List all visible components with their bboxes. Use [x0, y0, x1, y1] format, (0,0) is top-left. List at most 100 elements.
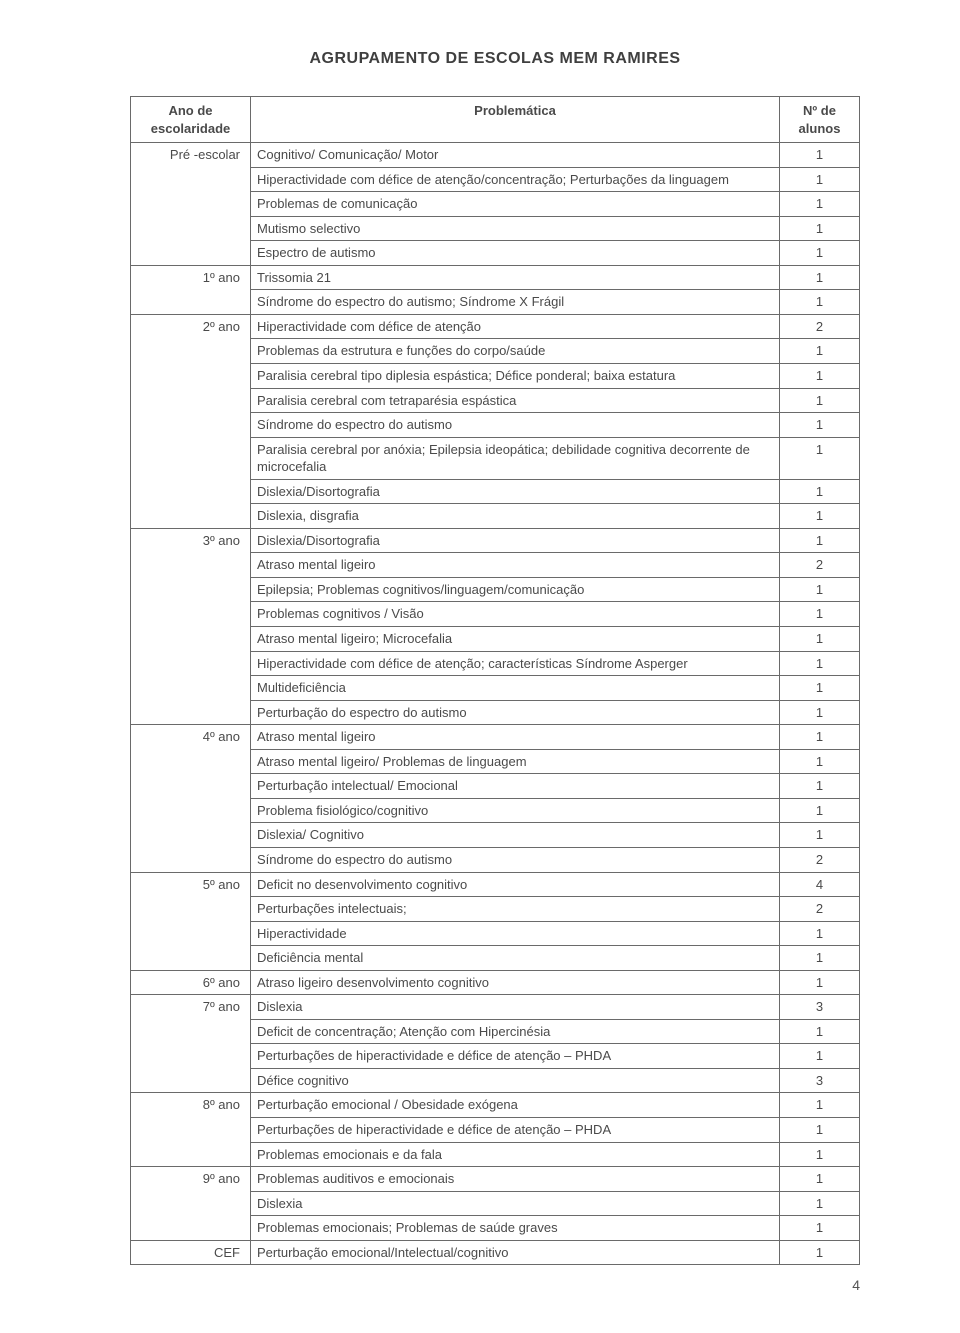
cell-year: 7º ano: [131, 995, 251, 1093]
cell-problem: Hiperactividade: [251, 921, 780, 946]
cell-count: 1: [780, 413, 860, 438]
cell-problem: Problemas cognitivos / Visão: [251, 602, 780, 627]
cell-count: 1: [780, 946, 860, 971]
cell-count: 1: [780, 265, 860, 290]
cell-problem: Dislexia/ Cognitivo: [251, 823, 780, 848]
cell-problem: Hiperactividade com défice de atenção/co…: [251, 167, 780, 192]
cell-count: 1: [780, 725, 860, 750]
cell-count: 3: [780, 995, 860, 1020]
cell-problem: Perturbações de hiperactividade e défice…: [251, 1117, 780, 1142]
col-header-count: Nº de alunos: [780, 97, 860, 143]
cell-problem: Trissomia 21: [251, 265, 780, 290]
cell-count: 1: [780, 749, 860, 774]
cell-count: 1: [780, 216, 860, 241]
cell-problem: Atraso mental ligeiro: [251, 725, 780, 750]
table-row: 3º anoDislexia/Disortografia1: [131, 528, 860, 553]
cell-problem: Dislexia: [251, 995, 780, 1020]
cell-problem: Problema fisiológico/cognitivo: [251, 798, 780, 823]
cell-problem: Dislexia: [251, 1191, 780, 1216]
cell-count: 1: [780, 676, 860, 701]
cell-problem: Mutismo selectivo: [251, 216, 780, 241]
cell-count: 1: [780, 479, 860, 504]
cell-year: 3º ano: [131, 528, 251, 724]
table-row: 4º anoAtraso mental ligeiro1: [131, 725, 860, 750]
table-row: Pré -escolarCognitivo/ Comunicação/ Moto…: [131, 143, 860, 168]
cell-count: 3: [780, 1068, 860, 1093]
cell-count: 2: [780, 847, 860, 872]
cell-count: 1: [780, 798, 860, 823]
cell-problem: Atraso mental ligeiro/ Problemas de ling…: [251, 749, 780, 774]
problems-table: Ano de escolaridade Problemática Nº de a…: [130, 96, 860, 1265]
cell-year: 1º ano: [131, 265, 251, 314]
cell-count: 1: [780, 921, 860, 946]
cell-problem: Cognitivo/ Comunicação/ Motor: [251, 143, 780, 168]
cell-count: 1: [780, 1093, 860, 1118]
cell-count: 1: [780, 143, 860, 168]
cell-year: 5º ano: [131, 872, 251, 970]
cell-count: 1: [780, 290, 860, 315]
cell-problem: Problemas emocionais; Problemas de saúde…: [251, 1216, 780, 1241]
cell-problem: Problemas emocionais e da fala: [251, 1142, 780, 1167]
cell-problem: Paralisia cerebral tipo diplesia espásti…: [251, 364, 780, 389]
cell-count: 2: [780, 897, 860, 922]
cell-problem: Perturbação do espectro do autismo: [251, 700, 780, 725]
cell-problem: Problemas da estrutura e funções do corp…: [251, 339, 780, 364]
cell-year: CEF: [131, 1240, 251, 1265]
cell-problem: Dislexia, disgrafia: [251, 504, 780, 529]
cell-problem: Paralisia cerebral por anóxia; Epilepsia…: [251, 437, 780, 479]
cell-count: 1: [780, 970, 860, 995]
cell-problem: Espectro de autismo: [251, 241, 780, 266]
cell-problem: Multideficiência: [251, 676, 780, 701]
table-row: CEFPerturbação emocional/Intelectual/cog…: [131, 1240, 860, 1265]
cell-count: 2: [780, 553, 860, 578]
table-row: 5º anoDeficit no desenvolvimento cogniti…: [131, 872, 860, 897]
table-header-row: Ano de escolaridade Problemática Nº de a…: [131, 97, 860, 143]
cell-count: 1: [780, 364, 860, 389]
cell-problem: Dislexia/Disortografia: [251, 479, 780, 504]
cell-count: 1: [780, 627, 860, 652]
cell-count: 4: [780, 872, 860, 897]
cell-problem: Atraso ligeiro desenvolvimento cognitivo: [251, 970, 780, 995]
cell-problem: Síndrome do espectro do autismo; Síndrom…: [251, 290, 780, 315]
table-row: 7º anoDislexia3: [131, 995, 860, 1020]
cell-count: 1: [780, 1019, 860, 1044]
cell-count: 1: [780, 339, 860, 364]
cell-count: 1: [780, 504, 860, 529]
cell-count: 1: [780, 823, 860, 848]
cell-problem: Perturbação intelectual/ Emocional: [251, 774, 780, 799]
cell-problem: Problemas de comunicação: [251, 192, 780, 217]
cell-year: Pré -escolar: [131, 143, 251, 266]
cell-count: 1: [780, 241, 860, 266]
cell-year: 2º ano: [131, 314, 251, 528]
cell-problem: Perturbação emocional/Intelectual/cognit…: [251, 1240, 780, 1265]
cell-count: 1: [780, 1240, 860, 1265]
cell-count: 1: [780, 1142, 860, 1167]
cell-problem: Perturbação emocional / Obesidade exógen…: [251, 1093, 780, 1118]
cell-year: 8º ano: [131, 1093, 251, 1167]
cell-count: 1: [780, 1117, 860, 1142]
cell-problem: Hiperactividade com défice de atenção: [251, 314, 780, 339]
table-row: 9º anoProblemas auditivos e emocionais1: [131, 1167, 860, 1192]
col-header-year: Ano de escolaridade: [131, 97, 251, 143]
cell-problem: Síndrome do espectro do autismo: [251, 413, 780, 438]
cell-problem: Epilepsia; Problemas cognitivos/linguage…: [251, 577, 780, 602]
col-header-problem: Problemática: [251, 97, 780, 143]
cell-count: 2: [780, 314, 860, 339]
cell-problem: Paralisia cerebral com tetraparésia espá…: [251, 388, 780, 413]
cell-problem: Deficit de concentração; Atenção com Hip…: [251, 1019, 780, 1044]
cell-count: 1: [780, 774, 860, 799]
cell-year: 6º ano: [131, 970, 251, 995]
table-row: 2º anoHiperactividade com défice de aten…: [131, 314, 860, 339]
table-row: 1º anoTrissomia 211: [131, 265, 860, 290]
cell-count: 1: [780, 167, 860, 192]
cell-count: 1: [780, 700, 860, 725]
cell-year: 9º ano: [131, 1167, 251, 1241]
cell-count: 1: [780, 1044, 860, 1069]
cell-problem: Hiperactividade com défice de atenção; c…: [251, 651, 780, 676]
cell-problem: Deficit no desenvolvimento cognitivo: [251, 872, 780, 897]
cell-problem: Problemas auditivos e emocionais: [251, 1167, 780, 1192]
cell-problem: Atraso mental ligeiro; Microcefalia: [251, 627, 780, 652]
cell-year: 4º ano: [131, 725, 251, 872]
cell-problem: Deficiência mental: [251, 946, 780, 971]
cell-count: 1: [780, 388, 860, 413]
